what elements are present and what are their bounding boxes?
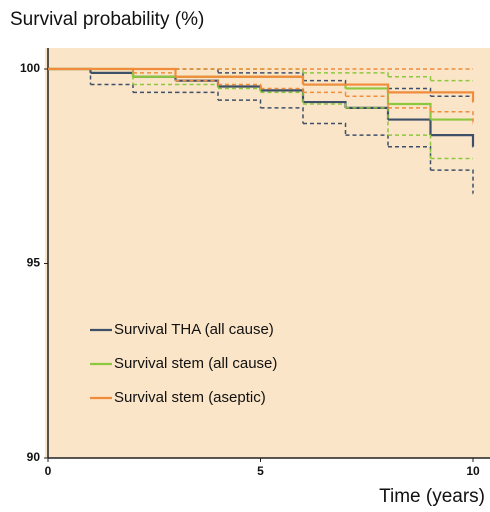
- plot-background: [45, 48, 490, 458]
- ci-upper-line: [388, 76, 432, 81]
- survival-line: [345, 83, 390, 93]
- ci-lower-line: [345, 95, 389, 108]
- y-tick-label: 100: [20, 61, 40, 75]
- survival-line: [430, 91, 475, 103]
- ci-lower-line: [388, 107, 432, 112]
- x-tick-label: 10: [466, 464, 480, 478]
- x-tick-label: 0: [45, 464, 52, 478]
- ci-lower-line: [218, 83, 262, 89]
- ci-lower-line: [388, 146, 432, 171]
- ci-lower-line: [430, 169, 474, 194]
- y-tick-label: 95: [27, 256, 41, 270]
- y-tick-label: 90: [27, 450, 41, 464]
- ci-lower-line: [218, 99, 262, 108]
- ci-lower-line: [303, 122, 347, 136]
- ci-lower-line: [175, 79, 219, 85]
- legend-label: Survival stem (aseptic): [114, 389, 266, 406]
- x-axis-label: Time (years): [379, 486, 485, 507]
- x-tick-label: 5: [257, 464, 264, 478]
- ci-lower-line: [260, 87, 304, 93]
- ci-upper-line: [388, 87, 432, 97]
- legend-label: Survival THA (all cause): [114, 321, 274, 338]
- survival-line: [133, 67, 177, 77]
- ci-upper-line: [345, 72, 389, 77]
- ci-lower-line: [430, 111, 474, 124]
- ci-lower-line: [303, 103, 347, 108]
- legend-label: Survival stem (all cause): [114, 355, 277, 372]
- chart-title: Survival probability (%): [10, 9, 204, 30]
- survival-line: [260, 75, 305, 85]
- ci-lower-line: [260, 107, 304, 124]
- survival-line: [430, 134, 475, 147]
- ci-lower-line: [303, 91, 347, 97]
- ci-lower-line: [388, 134, 432, 159]
- ci-upper-line: [303, 79, 347, 85]
- ci-lower-line: [175, 91, 219, 101]
- survival-line: [388, 102, 432, 120]
